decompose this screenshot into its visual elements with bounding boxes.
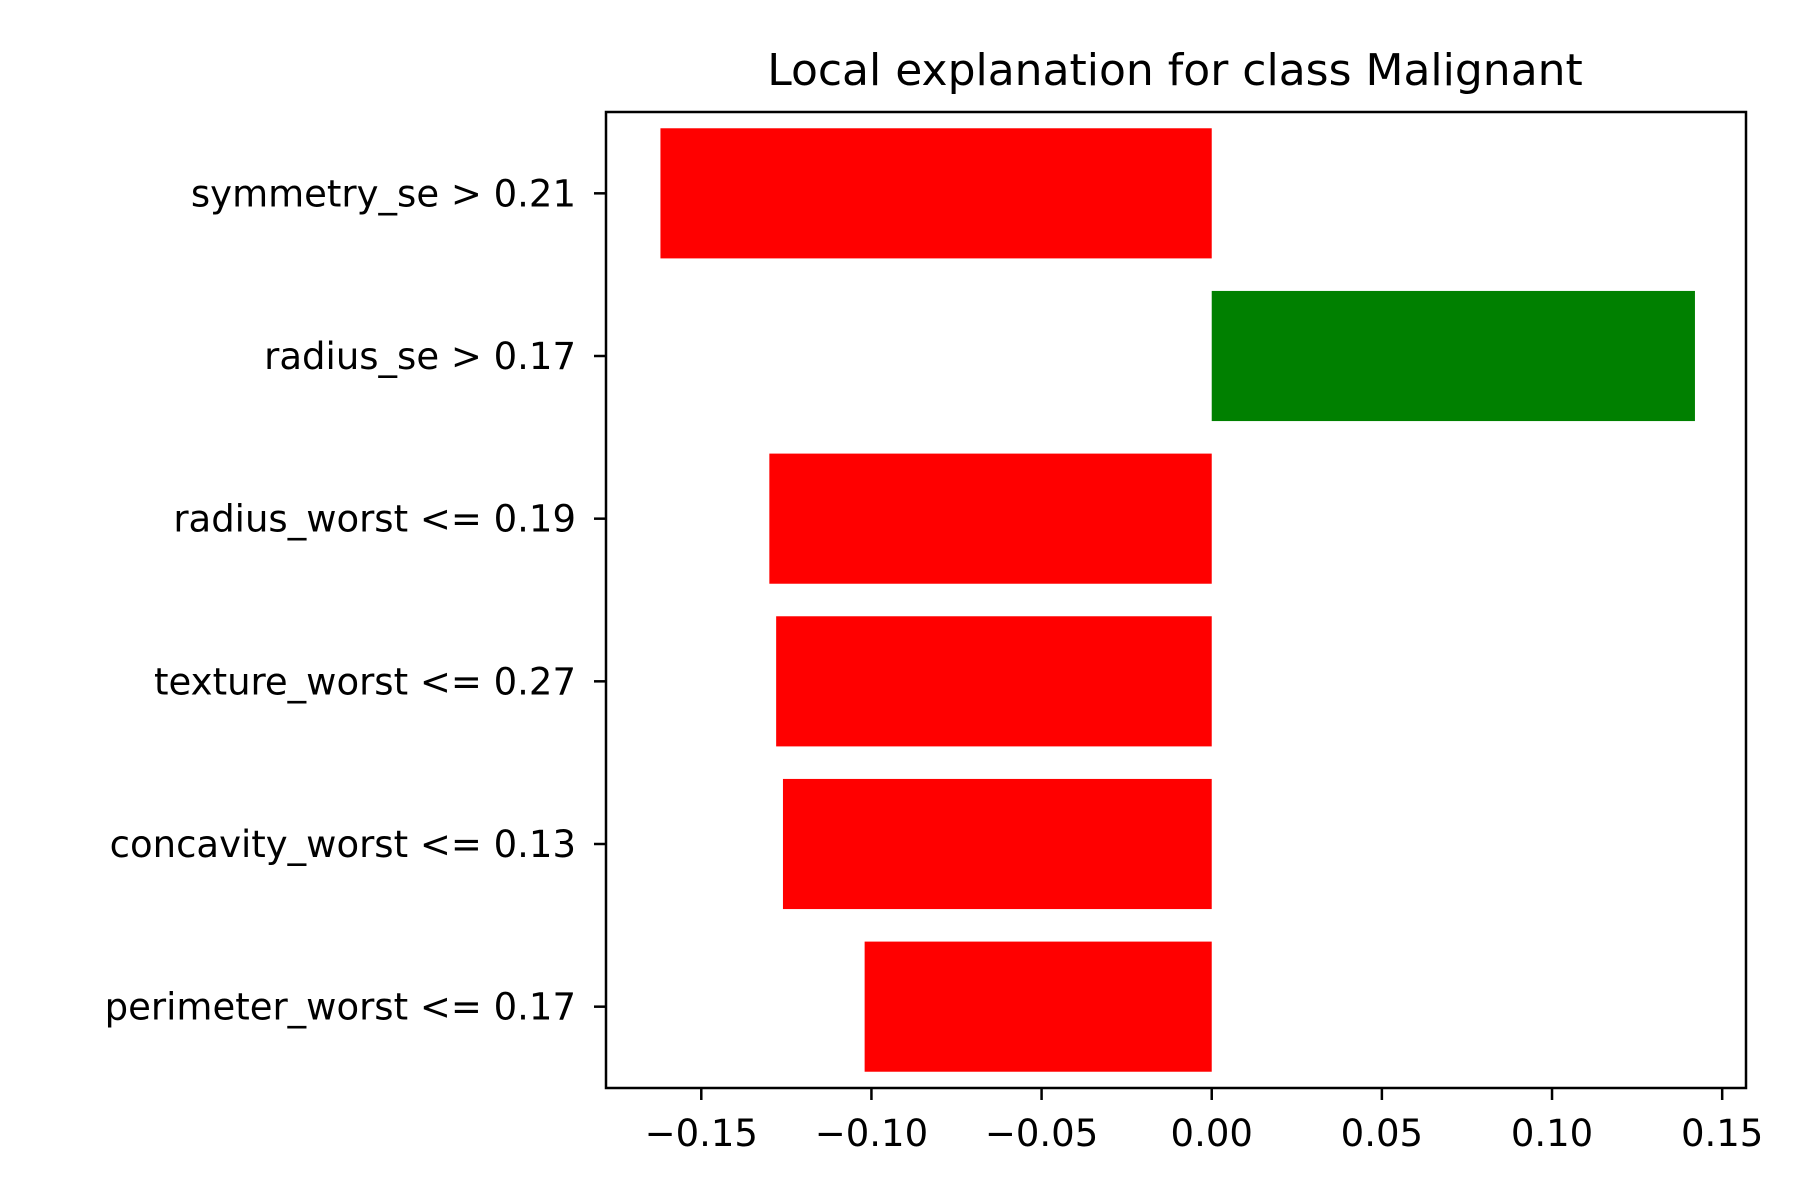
- y-tick-label-2: radius_worst <= 0.19: [173, 498, 576, 541]
- bar-1: [1211, 290, 1695, 422]
- x-tick-label-3: 0.00: [1171, 1112, 1253, 1155]
- x-tick-label-1: −0.10: [815, 1112, 928, 1155]
- y-tick-label-5: perimeter_worst <= 0.17: [105, 986, 576, 1029]
- bars-layer: [660, 128, 1695, 1072]
- x-tick-label-5: 0.10: [1511, 1112, 1593, 1155]
- y-tick-label-0: symmetry_se > 0.21: [191, 172, 576, 215]
- plot-frame: [604, 110, 1748, 1090]
- y-axis: symmetry_se > 0.21 radius_se > 0.17 radius…: [105, 172, 606, 1029]
- bar-3: [776, 616, 1212, 747]
- bar-0: [660, 128, 1212, 259]
- y-tick-label-3: texture_worst <= 0.27: [154, 660, 576, 703]
- chart-title: Local explanation for class Malignant: [767, 45, 1583, 96]
- x-tick-label-6: 0.15: [1681, 1112, 1763, 1155]
- x-tick-label-0: −0.15: [645, 1112, 758, 1155]
- y-tick-label-4: concavity_worst <= 0.13: [110, 823, 576, 866]
- bar-5: [864, 941, 1212, 1072]
- bar-2: [769, 453, 1212, 584]
- x-tick-label-2: −0.05: [985, 1112, 1098, 1155]
- bar-4: [782, 778, 1212, 910]
- x-axis: −0.15 −0.10 −0.05 0.00 0.05 0.10 0.15: [645, 1088, 1763, 1155]
- y-tick-label-1: radius_se > 0.17: [264, 335, 576, 378]
- x-tick-label-4: 0.05: [1341, 1112, 1423, 1155]
